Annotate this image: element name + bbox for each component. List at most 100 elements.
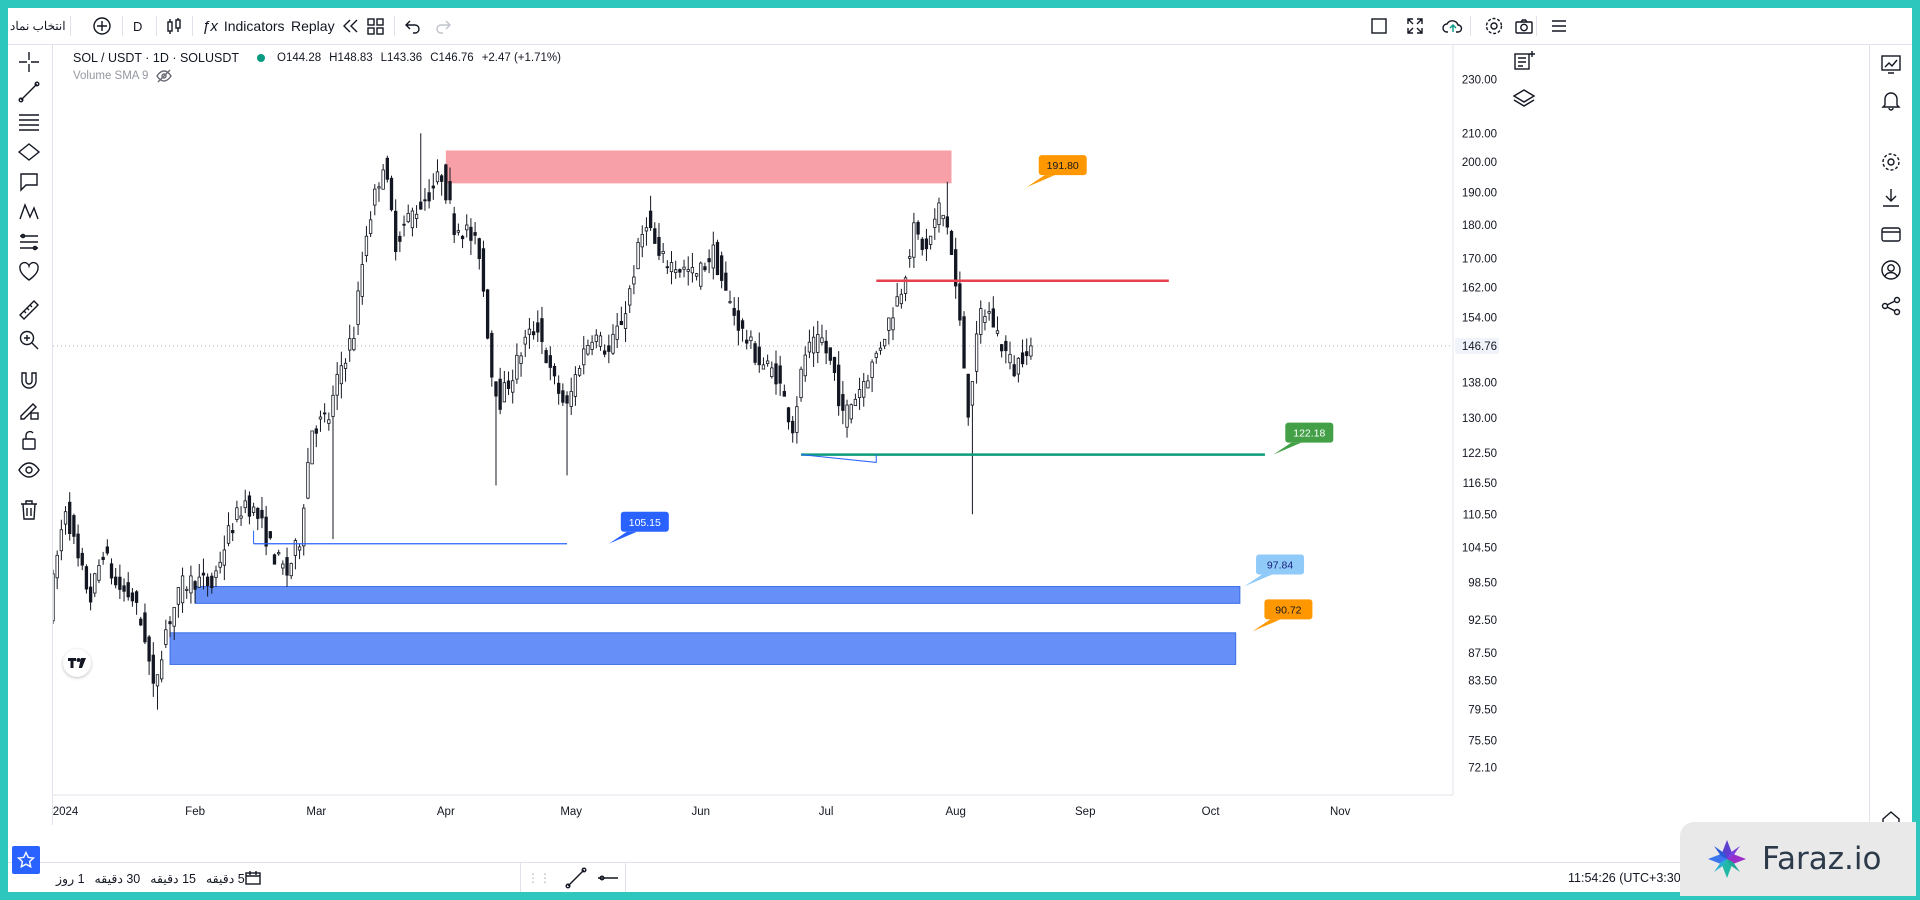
candles-icon[interactable] [164,8,184,44]
volume-indicator-legend[interactable]: Volume SMA 9 [73,69,173,83]
expand-icon[interactable] [1406,8,1424,44]
trend-line-icon[interactable] [14,77,44,107]
ruler-icon[interactable] [14,295,44,325]
candle [322,403,327,423]
undo-icon[interactable] [404,8,422,44]
candle-body-bear [506,380,511,389]
clock[interactable]: 11:54:26 (UTC+3:30) [1568,871,1685,885]
candle [180,567,185,613]
object-list-icon[interactable] [1512,49,1536,78]
candle [720,251,724,289]
layout-grid-icon[interactable] [366,8,384,44]
camera-icon[interactable] [1514,8,1534,44]
zoom-in-icon[interactable] [14,325,44,355]
pattern-icon[interactable] [14,197,44,227]
range-15m[interactable]: 15 دقیقه [150,871,196,886]
candle-body-bull [874,352,878,358]
candle-body-bear [398,235,402,242]
candle [1012,355,1016,378]
profile-icon[interactable] [1876,255,1906,285]
heart-icon[interactable] [14,257,44,287]
candle [807,329,812,359]
candle-body-bull [644,227,649,232]
price-tick-label: 72.10 [1468,763,1497,775]
wallet-icon[interactable] [1876,219,1906,249]
candle [327,412,331,431]
candle [214,565,218,587]
quick-trend-line-icon[interactable] [565,867,587,889]
candle [619,306,624,326]
candle [456,223,461,236]
candle [862,373,866,407]
annotation-icon[interactable] [14,167,44,197]
settings-icon[interactable] [1876,147,1906,177]
candle [749,330,753,349]
candle [887,317,891,345]
quick-horizontal-line-icon[interactable] [597,867,619,889]
candle [582,336,586,375]
crosshair-icon[interactable] [14,47,44,77]
price-chart[interactable]: 191.80 122.18 105.15 97.84 90.72 230.00 210.00… [51,45,1503,833]
symbol-search-button[interactable]: انتخاب نماد [10,8,70,44]
lock-icon[interactable] [14,425,44,455]
fx-icon: ƒx [202,17,218,35]
widget-bar [1869,45,1912,845]
layers-icon[interactable] [1512,87,1536,116]
candle [226,512,231,547]
shapes-icon[interactable] [14,137,44,167]
redo-icon[interactable] [434,8,452,44]
range-5m[interactable]: 5 دقیقه [205,871,245,886]
candle [753,341,757,366]
candle [452,206,456,243]
watchlist-icon[interactable] [1876,49,1906,79]
fib-lines-icon[interactable] [14,107,44,137]
candle [494,381,498,486]
chart-area[interactable]: 191.80 122.18 105.15 97.84 90.72 230.00 210.00… [51,45,1503,833]
candle-body-bear [966,373,970,418]
candle-body-bull [694,273,699,277]
date-range-icon[interactable] [244,863,262,892]
eye-icon[interactable] [14,455,44,485]
tradingview-logo[interactable] [63,649,91,677]
add-symbol-icon[interactable] [92,8,112,44]
candle [348,324,352,362]
candle-body-bull [770,367,774,378]
price-tick-label: 200.00 [1462,157,1497,169]
candle-body-bull [277,552,281,555]
fullscreen-frame-icon[interactable] [1370,8,1388,44]
drag-handle-icon[interactable]: ⋮⋮ [527,871,551,885]
candle [185,586,189,599]
candle-body-bull [293,540,298,556]
price-tick-label: 75.50 [1468,735,1497,747]
settings-gear-icon[interactable] [1484,8,1504,44]
menu-icon[interactable] [1550,8,1568,44]
range-30m[interactable]: 30 دقیقه [94,871,141,886]
hidden-eye-icon[interactable] [156,69,173,83]
candle [176,587,181,618]
candle-body-bear [540,318,544,343]
favorites-star-button[interactable] [12,846,40,874]
draw-lock-icon[interactable] [14,395,44,425]
candle-body-bear [440,175,444,182]
alerts-bell-icon[interactable] [1876,85,1906,115]
candle [352,326,356,352]
candle-body-bear [427,192,431,202]
range-1d[interactable]: 1 روز [56,871,85,886]
candle [414,205,419,228]
candle [1004,335,1008,364]
share-icon[interactable] [1876,291,1906,321]
candle [845,399,849,438]
forecast-icon[interactable] [14,227,44,257]
time-tick-label: Sep [1075,806,1095,818]
replay-button[interactable]: Replay [291,8,361,44]
indicators-button[interactable]: ƒx Indicators [202,8,285,44]
candle [68,492,72,541]
download-icon[interactable] [1876,183,1906,213]
magnet-icon[interactable] [14,365,44,395]
trash-icon[interactable] [14,495,44,525]
cloud-save-icon[interactable] [1442,8,1464,44]
candle [1008,341,1012,370]
candle [239,506,243,526]
interval-button[interactable]: D [133,8,142,44]
candle-body-bull [197,576,201,588]
